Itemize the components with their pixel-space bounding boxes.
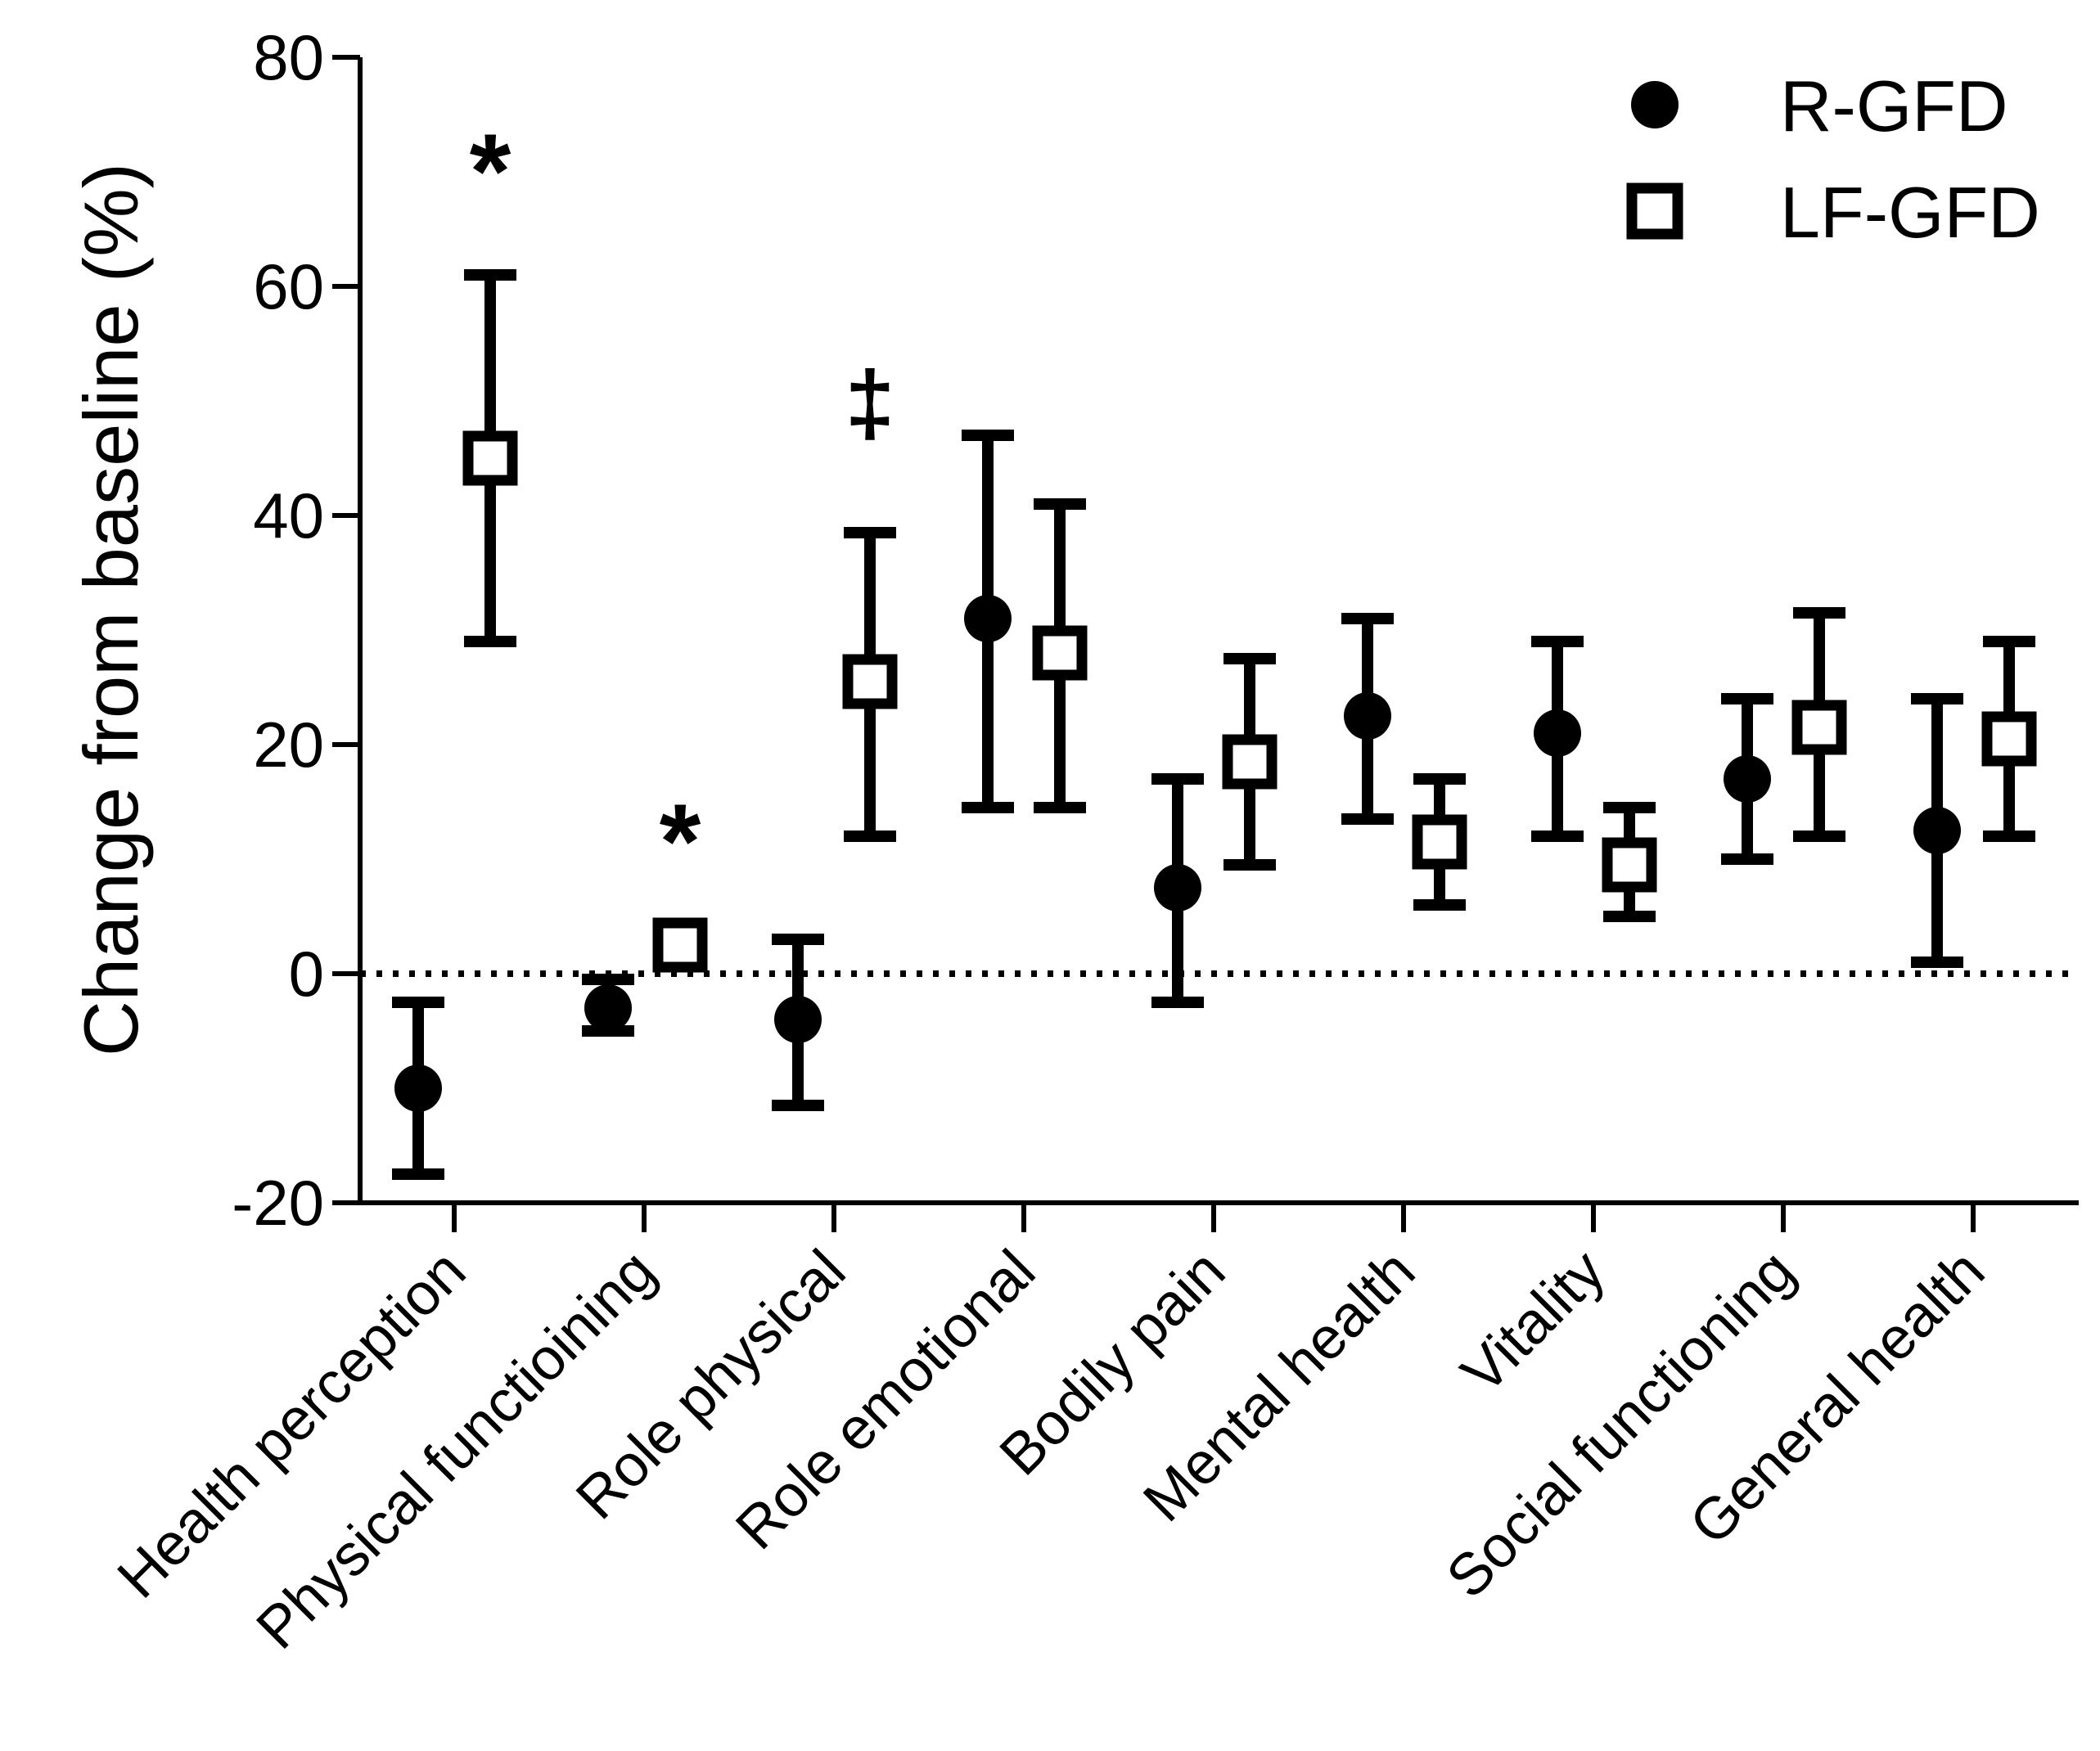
legend: R-GFD LF-GFD [1626, 65, 2040, 253]
data-point-group [772, 934, 824, 1111]
significance-marker: * [660, 781, 701, 901]
x-tick-label: Social functioning [1435, 1238, 1808, 1611]
data-point-lf-gfd [652, 917, 708, 973]
data-point-r-gfd [1534, 709, 1581, 757]
data-point-r-gfd [1913, 807, 1961, 854]
data-point-lf-gfd [462, 430, 518, 486]
y-axis-label: Change from baseline (%) [68, 163, 154, 1056]
data-point-lf-gfd [1791, 700, 1847, 755]
data-point-lf-gfd [842, 654, 898, 709]
data-point-lf-gfd [1981, 711, 2037, 767]
data-point-group [1721, 693, 1773, 865]
data-point-group [1531, 636, 1584, 842]
y-tick-label: 60 [253, 250, 324, 322]
data-point-r-gfd [394, 1065, 442, 1112]
significance-marker: ‡ [845, 353, 895, 453]
data-point-r-gfd [964, 595, 1012, 642]
data-point-group [1602, 802, 1657, 922]
data-point-r-gfd [1344, 692, 1391, 740]
y-tick-label: 20 [253, 709, 324, 781]
data-point-group [652, 917, 708, 973]
data-point-r-gfd [584, 984, 632, 1032]
data-point-group [1341, 613, 1394, 825]
data-point-group [842, 527, 898, 842]
data-point-lf-gfd [1222, 734, 1278, 790]
data-point-group [1412, 773, 1467, 911]
x-tick-label: Vitality [1449, 1238, 1618, 1407]
data-point-lf-gfd [1412, 814, 1467, 870]
legend-label: R-GFD [1780, 65, 2008, 146]
significance-marker: * [470, 111, 511, 231]
y-tick-label: 40 [253, 479, 324, 551]
data-point-group [392, 997, 444, 1180]
data-point-group [582, 974, 634, 1037]
data-point-group [1791, 607, 1847, 842]
legend-label: LF-GFD [1780, 172, 2040, 253]
data-point-lf-gfd [1032, 625, 1088, 681]
legend-marker-lf-gfd [1626, 182, 1683, 240]
data-point-group [1151, 773, 1204, 1008]
x-tick-label: Health perception [106, 1238, 479, 1611]
series-group [392, 269, 2037, 1180]
data-point-group [1222, 653, 1278, 871]
data-point-group [1032, 498, 1088, 813]
data-point-r-gfd [1724, 755, 1771, 803]
data-point-group [962, 430, 1014, 813]
y-tick-label: -20 [232, 1167, 324, 1239]
data-point-lf-gfd [1602, 837, 1657, 893]
data-point-group [1911, 693, 1963, 968]
y-tick-label: 0 [289, 938, 324, 1010]
data-point-group [1981, 636, 2037, 842]
data-point-r-gfd [774, 996, 822, 1043]
data-point-r-gfd [1154, 864, 1201, 912]
annotations-group: * * ‡ [470, 111, 895, 901]
legend-marker-r-gfd [1631, 81, 1679, 128]
y-tick-label: 80 [253, 21, 324, 93]
data-point-group [462, 269, 518, 647]
